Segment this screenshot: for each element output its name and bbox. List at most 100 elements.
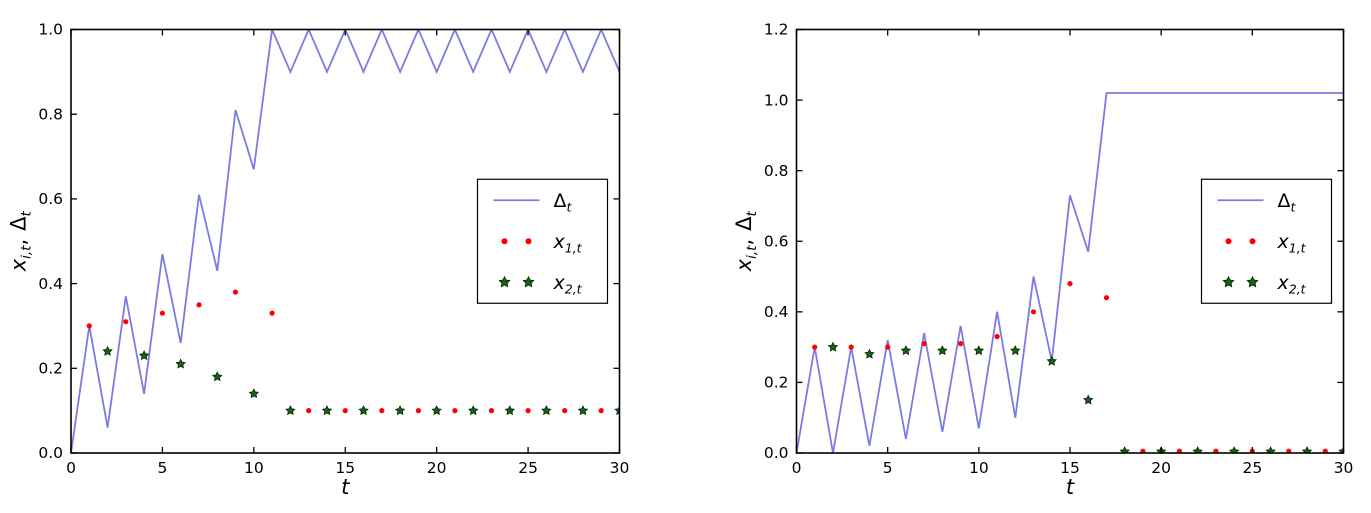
y-tick-label: 0.6: [764, 232, 789, 250]
data-point-dot: [86, 323, 92, 329]
legend-label: Δt: [1278, 190, 1297, 215]
data-point-star: [1082, 394, 1094, 405]
data-point-star: [212, 371, 223, 382]
y-tick-label: 1.0: [764, 91, 789, 109]
data-point-dot: [232, 289, 239, 295]
data-point-star: [248, 388, 260, 399]
y-tick-label: 0.4: [38, 275, 63, 293]
data-point-star: [1046, 355, 1058, 366]
x-tick-label: 20: [427, 459, 447, 477]
data-point-dot: [488, 408, 495, 414]
data-point-star: [1265, 446, 1276, 453]
legend-label: x2,t: [553, 272, 583, 297]
tick-marks: [795, 28, 1345, 454]
x-tick-label: 30: [610, 459, 630, 477]
y-tick-label: 0.2: [38, 360, 63, 378]
legend-dot-marker: [501, 238, 508, 245]
data-point-dot: [306, 408, 312, 414]
data-point-dot: [885, 344, 891, 350]
x-tick-label: 15: [335, 459, 355, 477]
data-point-dot: [1322, 448, 1328, 453]
data-point-dot: [921, 341, 927, 347]
data-point-star: [138, 350, 150, 361]
data-point-star: [1228, 446, 1240, 453]
x-axis-label: t: [341, 475, 350, 499]
y-tick-label: 0.4: [764, 303, 789, 321]
tick-marks: [70, 28, 621, 454]
data-point-star: [431, 405, 442, 416]
data-point-dot: [159, 310, 165, 316]
legend-box: [1200, 178, 1333, 304]
legend-label: x2,t: [1277, 272, 1307, 297]
data-point-dot: [452, 408, 458, 414]
data-point-star: [827, 341, 839, 352]
series-x2-points: [102, 345, 620, 416]
y-tick-label: 0.8: [38, 105, 63, 123]
data-point-dot: [1103, 295, 1110, 301]
data-point-dot: [598, 408, 604, 414]
data-point-star: [1010, 345, 1021, 356]
legend-dot-marker: [1249, 238, 1256, 245]
y-tick-label: 0.0: [764, 444, 789, 462]
data-point-dot: [379, 408, 385, 414]
y-tick-label: 1.2: [764, 21, 789, 39]
data-point-dot: [1213, 448, 1219, 453]
x-tick-label: 10: [244, 459, 264, 477]
series-x1-points: [812, 281, 1328, 453]
data-point-star: [467, 405, 479, 416]
data-point-star: [358, 405, 369, 416]
x-tick-label: 30: [1334, 459, 1354, 477]
x-tick-label: 25: [518, 459, 538, 477]
y-tick-label: 0.0: [38, 444, 63, 462]
y-tick-label: 0.6: [38, 190, 63, 208]
x-tick-label: 15: [1060, 459, 1080, 477]
data-point-dot: [525, 408, 531, 414]
data-point-star: [973, 345, 985, 356]
data-point-dot: [1286, 448, 1292, 453]
data-point-dot: [562, 408, 568, 414]
series-delta-line: [71, 29, 620, 453]
left-plot: 0 5 10 15 20 25 30 0.0 0.2 0.4 0.6 0.8 1.0 t xi,t,Δt Δt…: [7, 21, 630, 499]
data-point-star: [1119, 446, 1130, 453]
legend-dot-marker: [525, 238, 532, 245]
x-tick-label: 5: [883, 459, 893, 477]
data-point-star: [937, 345, 948, 356]
data-point-star: [1301, 446, 1313, 453]
data-point-star: [394, 405, 406, 416]
data-point-star: [1192, 446, 1203, 453]
data-point-star: [504, 405, 516, 416]
x-axis-label: t: [1066, 475, 1075, 499]
data-point-star: [1338, 446, 1344, 453]
data-point-dot: [958, 341, 964, 347]
series-x1-points: [86, 289, 604, 414]
data-point-dot: [848, 344, 854, 350]
legend-box: [476, 178, 609, 304]
x-tick-label: 10: [969, 459, 989, 477]
data-point-dot: [342, 408, 348, 414]
legend-star-marker: [1222, 275, 1235, 288]
data-point-star: [102, 345, 113, 356]
legend-star-marker: [522, 275, 535, 288]
data-point-dot: [1030, 309, 1037, 315]
data-point-star: [900, 345, 912, 356]
x-tick-label: 0: [792, 459, 802, 477]
y-tick-label: 1.0: [38, 21, 63, 39]
data-point-dot: [1067, 281, 1073, 287]
data-point-star: [321, 405, 333, 416]
data-point-dot: [994, 333, 1000, 340]
data-point-dot: [269, 310, 275, 316]
data-point-star: [577, 405, 589, 416]
legend-star-marker: [498, 275, 511, 288]
data-point-dot: [812, 344, 818, 350]
legend-star-marker: [1246, 275, 1259, 288]
data-point-star: [864, 348, 875, 359]
y-axis-label: xi,t,Δt: [732, 210, 760, 272]
x-tick-label: 25: [1242, 459, 1262, 477]
data-point-star: [175, 358, 186, 369]
data-point-dot: [415, 408, 421, 414]
legend-label: Δt: [554, 190, 573, 215]
y-tick-label: 0.8: [764, 162, 789, 180]
legend-label: x1,t: [553, 231, 583, 256]
data-point-star: [541, 405, 552, 416]
